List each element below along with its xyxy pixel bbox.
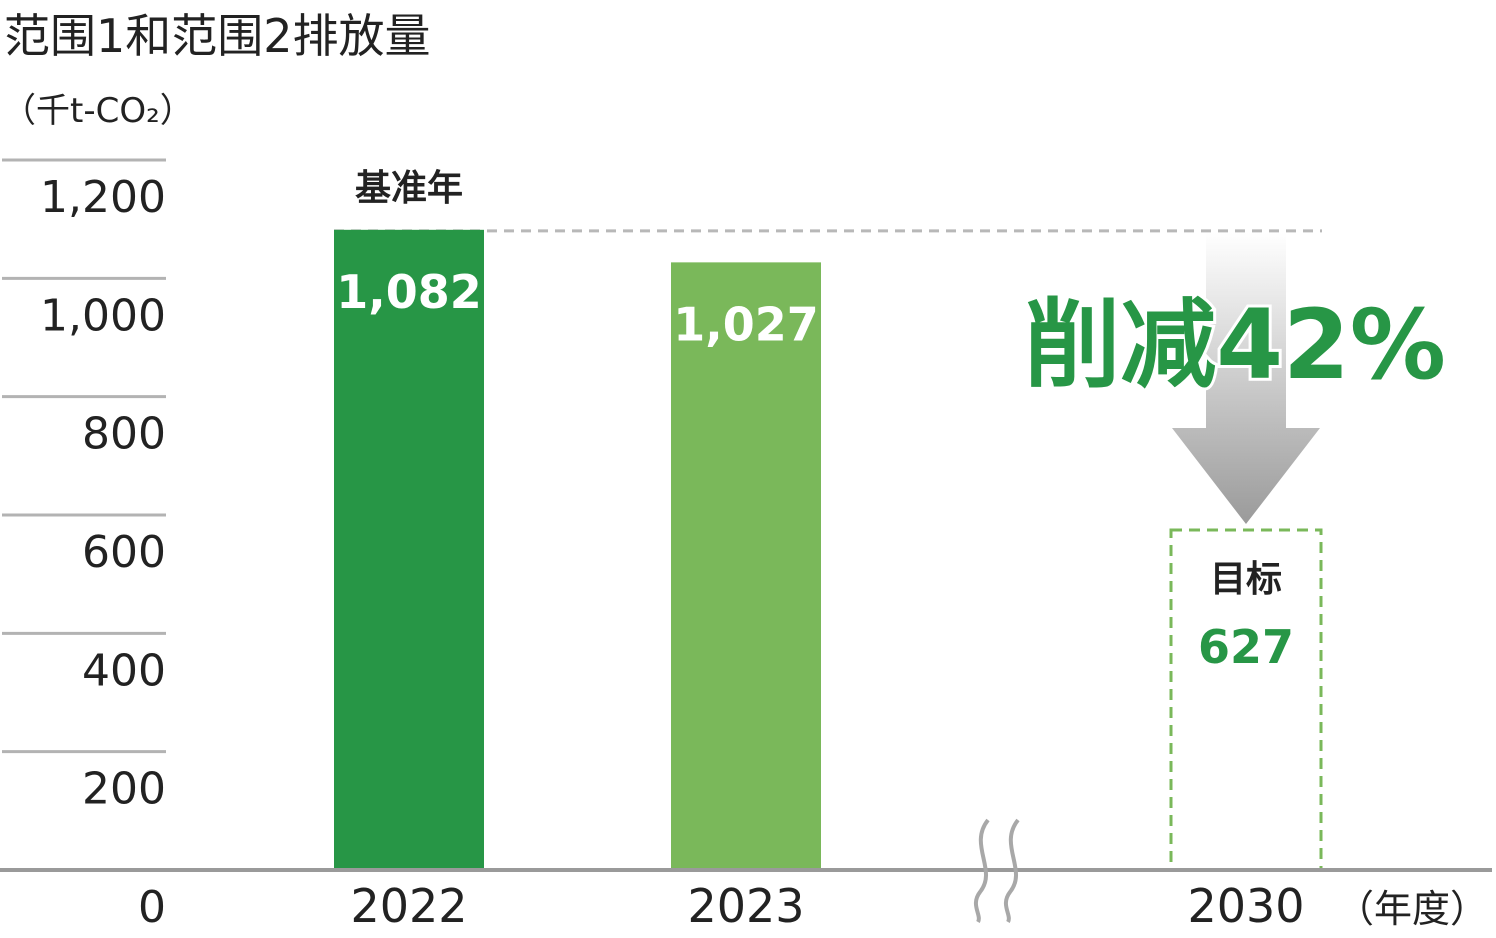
bar-2023 <box>671 262 821 870</box>
reduction-label: 削减42% <box>1024 289 1446 401</box>
y-tick-label: 1,000 <box>40 290 166 341</box>
chart-title: 范围1和范围2排放量 <box>4 9 431 63</box>
y-tick-label: 0 <box>138 882 166 933</box>
y-tick-label: 400 <box>82 645 166 696</box>
target-label: 目标 <box>1210 559 1282 600</box>
axis-break-icon <box>974 818 1020 923</box>
x-tick-label-2023: 2023 <box>687 879 804 933</box>
x-axis-unit-label: （年度） <box>1336 887 1488 931</box>
x-axis-labels: 2022 2023 2030 <box>350 879 1304 933</box>
data-label-2030: 627 <box>1198 620 1294 674</box>
y-tick-label: 1,200 <box>40 172 166 223</box>
bar-2022 <box>334 229 484 871</box>
data-label-2023: 1,027 <box>673 297 819 351</box>
data-label-2022: 1,082 <box>336 265 482 319</box>
x-tick-label-2030: 2030 <box>1187 879 1304 933</box>
y-tick-label: 200 <box>82 764 166 815</box>
y-axis-unit-label: （千t-CO₂） <box>2 91 194 131</box>
y-axis-ticks: 0 200 400 600 800 1,000 1,200 <box>2 158 166 933</box>
x-tick-label-2022: 2022 <box>350 879 467 933</box>
base-year-label: 基准年 <box>355 168 463 209</box>
y-tick-label: 800 <box>82 409 166 460</box>
y-tick-label: 600 <box>82 527 166 578</box>
reduction-arrow <box>1172 232 1320 525</box>
